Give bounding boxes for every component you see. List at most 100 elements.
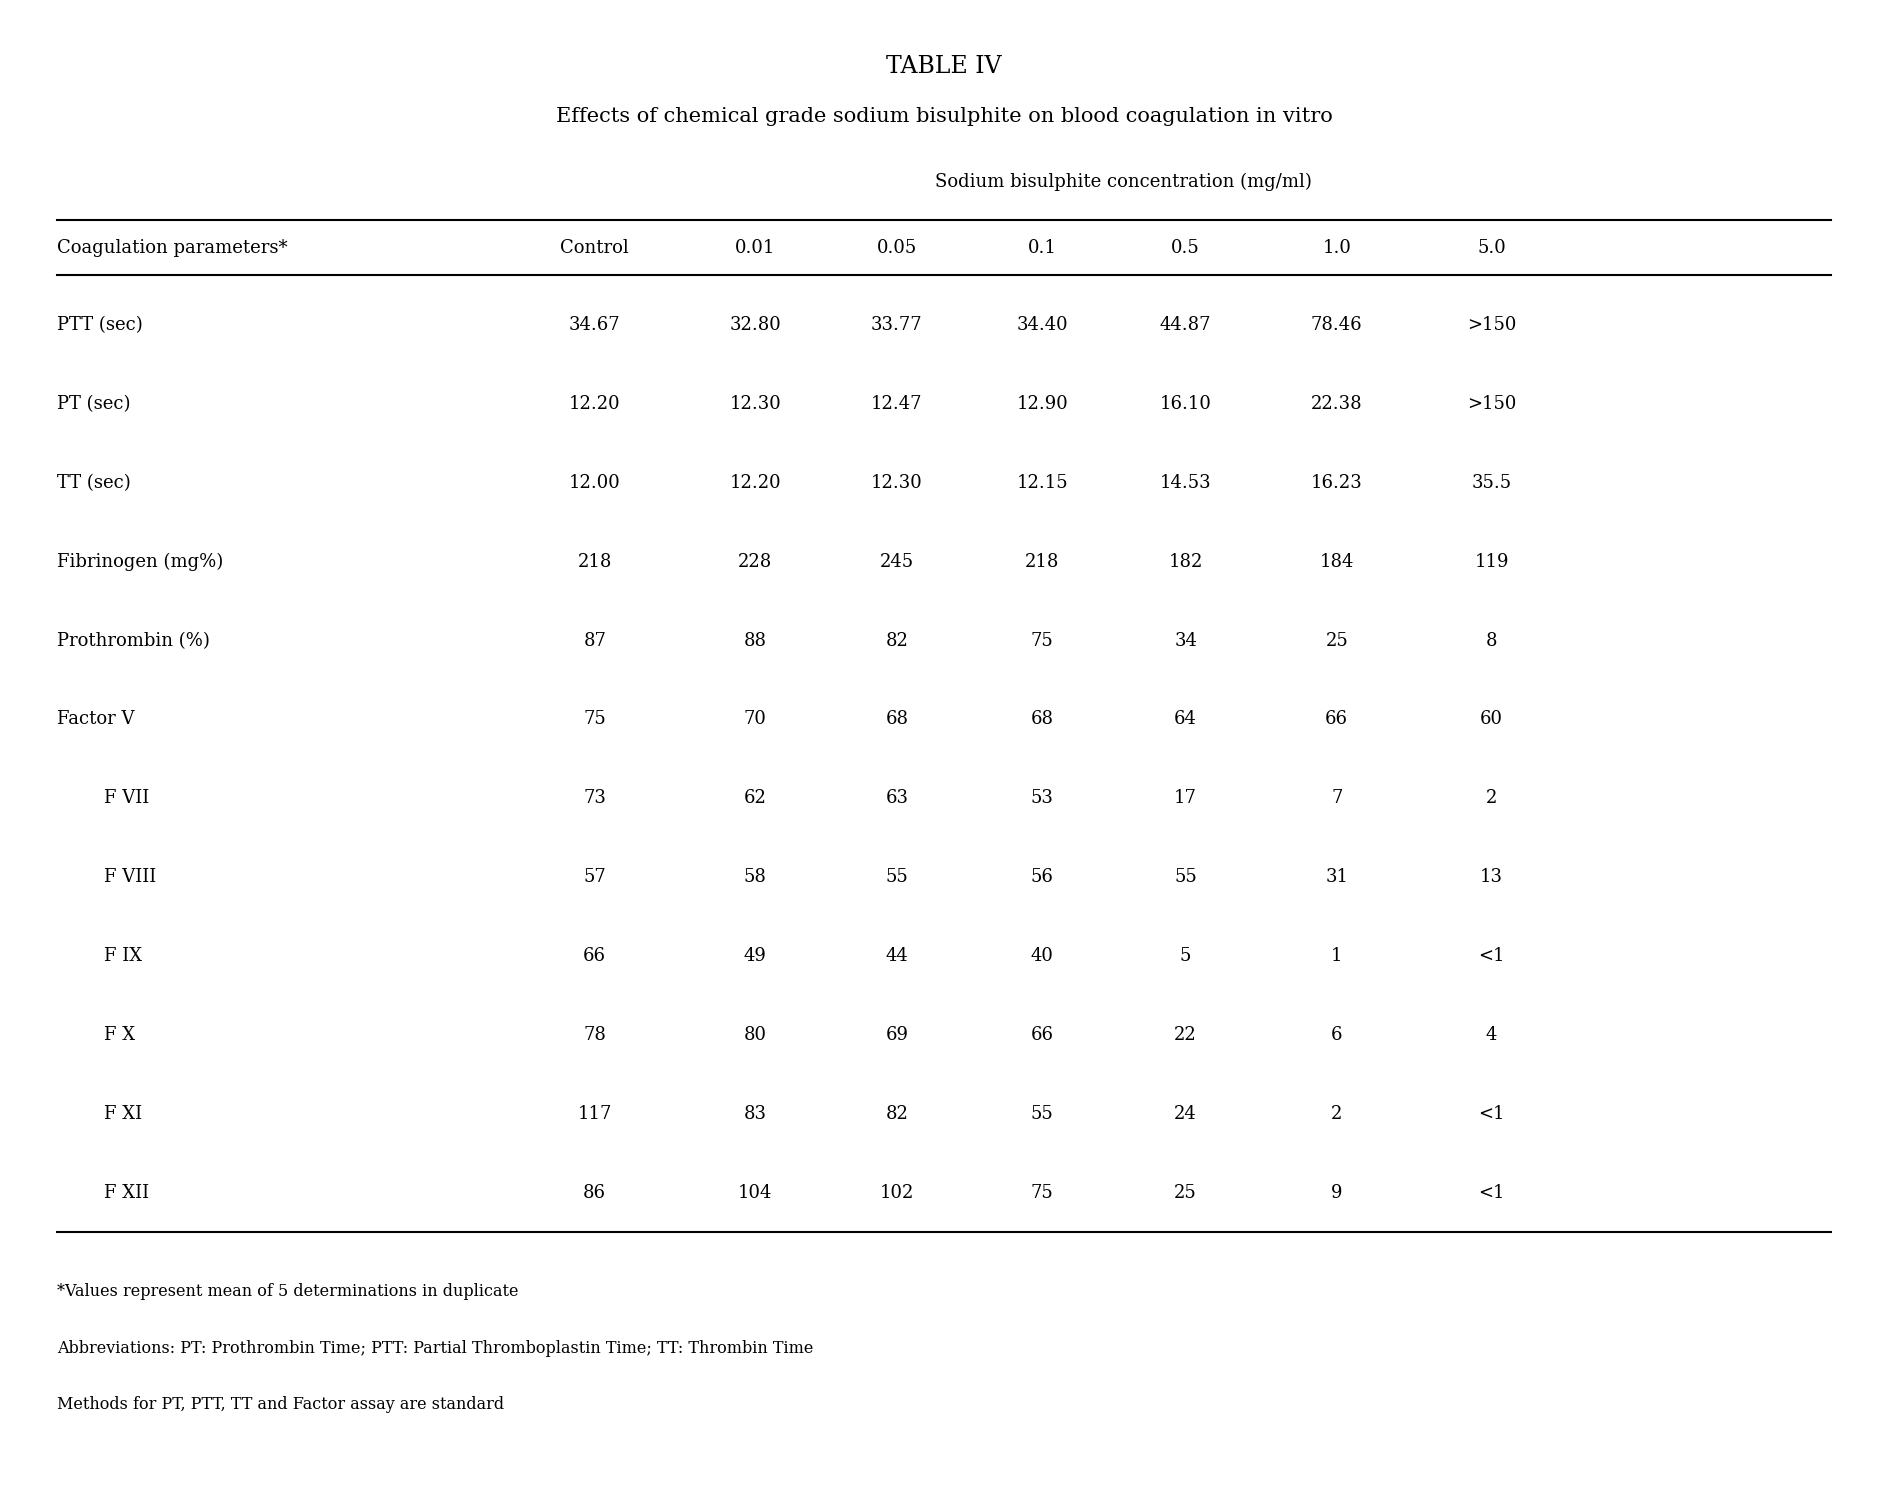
Text: 44.87: 44.87	[1159, 315, 1212, 335]
Text: 119: 119	[1475, 552, 1509, 571]
Text: 5: 5	[1180, 946, 1191, 966]
Text: 70: 70	[744, 710, 767, 729]
Text: 40: 40	[1031, 946, 1054, 966]
Text: Control: Control	[561, 238, 629, 257]
Text: 56: 56	[1031, 868, 1054, 887]
Text: 69: 69	[885, 1025, 908, 1045]
Text: 2: 2	[1486, 789, 1497, 808]
Text: 66: 66	[583, 946, 606, 966]
Text: 78: 78	[583, 1025, 606, 1045]
Text: 83: 83	[744, 1104, 767, 1123]
Text: 57: 57	[583, 868, 606, 887]
Text: 44: 44	[885, 946, 908, 966]
Text: 24: 24	[1174, 1104, 1197, 1123]
Text: 68: 68	[1031, 710, 1054, 729]
Text: 31: 31	[1325, 868, 1348, 887]
Text: 9: 9	[1331, 1183, 1342, 1202]
Text: 12.00: 12.00	[568, 473, 621, 493]
Text: <1: <1	[1478, 1104, 1505, 1123]
Text: 1.0: 1.0	[1322, 238, 1352, 257]
Text: 245: 245	[880, 552, 914, 571]
Text: 22: 22	[1174, 1025, 1197, 1045]
Text: 55: 55	[1174, 868, 1197, 887]
Text: 34.40: 34.40	[1016, 315, 1069, 335]
Text: Sodium bisulphite concentration (mg/ml): Sodium bisulphite concentration (mg/ml)	[935, 173, 1312, 190]
Text: 62: 62	[744, 789, 767, 808]
Text: 55: 55	[1031, 1104, 1054, 1123]
Text: 228: 228	[738, 552, 772, 571]
Text: 5.0: 5.0	[1476, 238, 1507, 257]
Text: <1: <1	[1478, 946, 1505, 966]
Text: 0.01: 0.01	[734, 238, 776, 257]
Text: 75: 75	[583, 710, 606, 729]
Text: PT (sec): PT (sec)	[57, 394, 130, 414]
Text: 64: 64	[1174, 710, 1197, 729]
Text: 68: 68	[885, 710, 908, 729]
Text: 63: 63	[885, 789, 908, 808]
Text: 2: 2	[1331, 1104, 1342, 1123]
Text: 55: 55	[885, 868, 908, 887]
Text: 12.20: 12.20	[729, 473, 782, 493]
Text: Abbreviations: PT: Prothrombin Time; PTT: Partial Thromboplastin Time; TT: Throm: Abbreviations: PT: Prothrombin Time; PTT…	[57, 1339, 814, 1357]
Text: >150: >150	[1467, 394, 1516, 414]
Text: 12.30: 12.30	[870, 473, 923, 493]
Text: 22.38: 22.38	[1310, 394, 1363, 414]
Text: 60: 60	[1480, 710, 1503, 729]
Text: F X: F X	[104, 1025, 134, 1045]
Text: F VIII: F VIII	[104, 868, 157, 887]
Text: TABLE IV: TABLE IV	[885, 55, 1003, 79]
Text: 34: 34	[1174, 631, 1197, 650]
Text: 75: 75	[1031, 1183, 1054, 1202]
Text: 73: 73	[583, 789, 606, 808]
Text: 82: 82	[885, 631, 908, 650]
Text: 1: 1	[1331, 946, 1342, 966]
Text: 33.77: 33.77	[870, 315, 923, 335]
Text: 6: 6	[1331, 1025, 1342, 1045]
Text: F XII: F XII	[104, 1183, 149, 1202]
Text: 12.15: 12.15	[1016, 473, 1069, 493]
Text: 49: 49	[744, 946, 767, 966]
Text: Coagulation parameters*: Coagulation parameters*	[57, 238, 287, 257]
Text: 218: 218	[1025, 552, 1059, 571]
Text: 78.46: 78.46	[1310, 315, 1363, 335]
Text: 17: 17	[1174, 789, 1197, 808]
Text: <1: <1	[1478, 1183, 1505, 1202]
Text: Effects of chemical grade sodium bisulphite on blood coagulation in vitro: Effects of chemical grade sodium bisulph…	[555, 107, 1333, 125]
Text: 0.1: 0.1	[1027, 238, 1057, 257]
Text: 88: 88	[744, 631, 767, 650]
Text: >150: >150	[1467, 315, 1516, 335]
Text: TT (sec): TT (sec)	[57, 473, 130, 493]
Text: 13: 13	[1480, 868, 1503, 887]
Text: 25: 25	[1325, 631, 1348, 650]
Text: 35.5: 35.5	[1471, 473, 1512, 493]
Text: Prothrombin (%): Prothrombin (%)	[57, 631, 210, 650]
Text: 14.53: 14.53	[1159, 473, 1212, 493]
Text: 75: 75	[1031, 631, 1054, 650]
Text: 102: 102	[880, 1183, 914, 1202]
Text: 8: 8	[1486, 631, 1497, 650]
Text: 25: 25	[1174, 1183, 1197, 1202]
Text: F XI: F XI	[104, 1104, 142, 1123]
Text: 117: 117	[578, 1104, 612, 1123]
Text: 66: 66	[1031, 1025, 1054, 1045]
Text: Fibrinogen (mg%): Fibrinogen (mg%)	[57, 552, 223, 571]
Text: 182: 182	[1169, 552, 1203, 571]
Text: 184: 184	[1320, 552, 1354, 571]
Text: 12.20: 12.20	[568, 394, 621, 414]
Text: 86: 86	[583, 1183, 606, 1202]
Text: 12.90: 12.90	[1016, 394, 1069, 414]
Text: 12.30: 12.30	[729, 394, 782, 414]
Text: 53: 53	[1031, 789, 1054, 808]
Text: 58: 58	[744, 868, 767, 887]
Text: 12.47: 12.47	[870, 394, 923, 414]
Text: 32.80: 32.80	[729, 315, 782, 335]
Text: 0.5: 0.5	[1171, 238, 1201, 257]
Text: F VII: F VII	[104, 789, 149, 808]
Text: Methods for PT, PTT, TT and Factor assay are standard: Methods for PT, PTT, TT and Factor assay…	[57, 1396, 504, 1414]
Text: 87: 87	[583, 631, 606, 650]
Text: 66: 66	[1325, 710, 1348, 729]
Text: 82: 82	[885, 1104, 908, 1123]
Text: 34.67: 34.67	[568, 315, 621, 335]
Text: 0.05: 0.05	[876, 238, 918, 257]
Text: 7: 7	[1331, 789, 1342, 808]
